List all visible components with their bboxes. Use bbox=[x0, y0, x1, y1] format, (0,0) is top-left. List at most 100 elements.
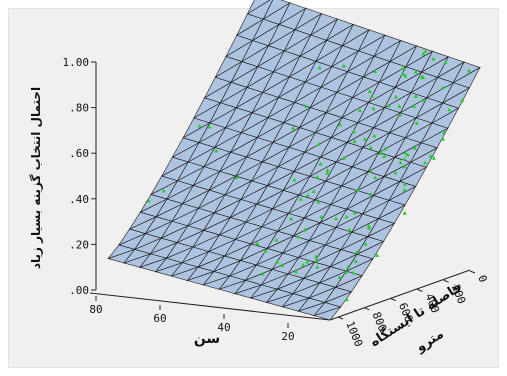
data-point bbox=[161, 188, 166, 193]
y-tick-mark bbox=[417, 288, 423, 292]
data-point bbox=[357, 108, 362, 112]
data-point bbox=[368, 168, 373, 173]
data-point bbox=[315, 264, 320, 269]
data-point bbox=[352, 210, 357, 215]
data-point bbox=[443, 60, 448, 64]
data-point bbox=[344, 214, 349, 219]
data-point bbox=[303, 104, 308, 108]
data-point bbox=[447, 107, 452, 112]
data-point bbox=[402, 181, 407, 186]
data-point bbox=[317, 65, 322, 70]
y-axis-line bbox=[329, 269, 471, 321]
data-point bbox=[420, 74, 425, 79]
data-point bbox=[346, 264, 351, 269]
data-point bbox=[352, 139, 357, 144]
data-point bbox=[412, 145, 417, 150]
surface-facet bbox=[436, 56, 465, 79]
data-point bbox=[413, 69, 418, 74]
data-point bbox=[146, 198, 151, 203]
surface-facet bbox=[421, 50, 450, 73]
y-axis-label-line2: مترو bbox=[413, 327, 447, 356]
surface-facet bbox=[389, 40, 418, 63]
data-point bbox=[373, 69, 378, 74]
data-point bbox=[333, 216, 338, 221]
z-tick-label: .00 bbox=[69, 284, 89, 297]
data-point bbox=[428, 154, 433, 158]
data-point bbox=[260, 271, 265, 276]
data-point bbox=[305, 259, 310, 264]
surface-facet bbox=[357, 29, 386, 52]
data-point bbox=[397, 103, 402, 108]
z-axis-label: احتمال انتخاب گزینه بسیار زیاد bbox=[29, 87, 43, 269]
data-point bbox=[341, 63, 346, 68]
data-point bbox=[466, 68, 471, 73]
data-point bbox=[367, 89, 372, 93]
data-point bbox=[325, 170, 330, 175]
data-point bbox=[370, 93, 375, 98]
data-point bbox=[373, 175, 378, 180]
data-point bbox=[401, 71, 406, 76]
data-point bbox=[292, 177, 297, 182]
data-point bbox=[362, 136, 367, 141]
data-point bbox=[413, 94, 418, 98]
data-point bbox=[311, 189, 316, 193]
surface-facet bbox=[325, 18, 354, 42]
data-point bbox=[423, 48, 428, 53]
y-tick-mark bbox=[443, 279, 449, 283]
surface-facet bbox=[294, 7, 323, 31]
data-point bbox=[403, 73, 408, 78]
data-point bbox=[405, 152, 410, 157]
data-point bbox=[382, 154, 387, 159]
data-points bbox=[146, 48, 471, 302]
surface-facet bbox=[452, 61, 481, 84]
z-tick-label: .40 bbox=[69, 193, 89, 206]
data-point bbox=[460, 98, 465, 102]
data-point bbox=[366, 223, 371, 228]
data-point bbox=[298, 196, 303, 201]
data-point bbox=[355, 187, 360, 192]
data-point bbox=[414, 121, 419, 125]
data-point bbox=[341, 156, 346, 160]
data-point bbox=[369, 191, 374, 196]
data-point bbox=[420, 98, 425, 103]
data-point bbox=[402, 156, 407, 161]
data-point bbox=[275, 259, 280, 264]
data-point bbox=[274, 237, 279, 242]
data-point bbox=[372, 133, 377, 138]
x-tick-label: 80 bbox=[89, 303, 102, 316]
data-point bbox=[402, 164, 407, 169]
data-point bbox=[234, 175, 239, 180]
data-point bbox=[393, 170, 398, 175]
y-tick-mark bbox=[390, 298, 396, 302]
data-point bbox=[289, 216, 294, 221]
data-point bbox=[382, 146, 387, 151]
data-point bbox=[366, 225, 371, 230]
y-tick-mark bbox=[469, 270, 476, 274]
data-point bbox=[296, 234, 301, 239]
data-point bbox=[337, 275, 342, 279]
data-point bbox=[197, 123, 202, 128]
surface-facet bbox=[246, 0, 271, 15]
data-point bbox=[351, 129, 356, 134]
data-point bbox=[319, 214, 324, 219]
surface-facet bbox=[310, 13, 339, 36]
data-point bbox=[421, 51, 426, 56]
surface-facet bbox=[341, 24, 370, 47]
y-tick-label: 1000 bbox=[343, 319, 365, 348]
data-point bbox=[317, 141, 322, 146]
x-axis-line bbox=[89, 292, 331, 321]
data-point bbox=[344, 269, 349, 274]
data-point bbox=[294, 269, 299, 274]
y-tick-mark bbox=[364, 307, 370, 311]
surface-facet bbox=[373, 34, 402, 57]
data-point bbox=[431, 56, 436, 61]
data-point bbox=[440, 85, 445, 90]
data-point bbox=[393, 94, 398, 99]
data-point bbox=[386, 103, 391, 108]
data-point bbox=[263, 248, 268, 253]
data-point bbox=[314, 258, 319, 263]
x-tick-label: 60 bbox=[153, 312, 166, 325]
data-point bbox=[431, 155, 436, 160]
data-point bbox=[337, 122, 342, 127]
